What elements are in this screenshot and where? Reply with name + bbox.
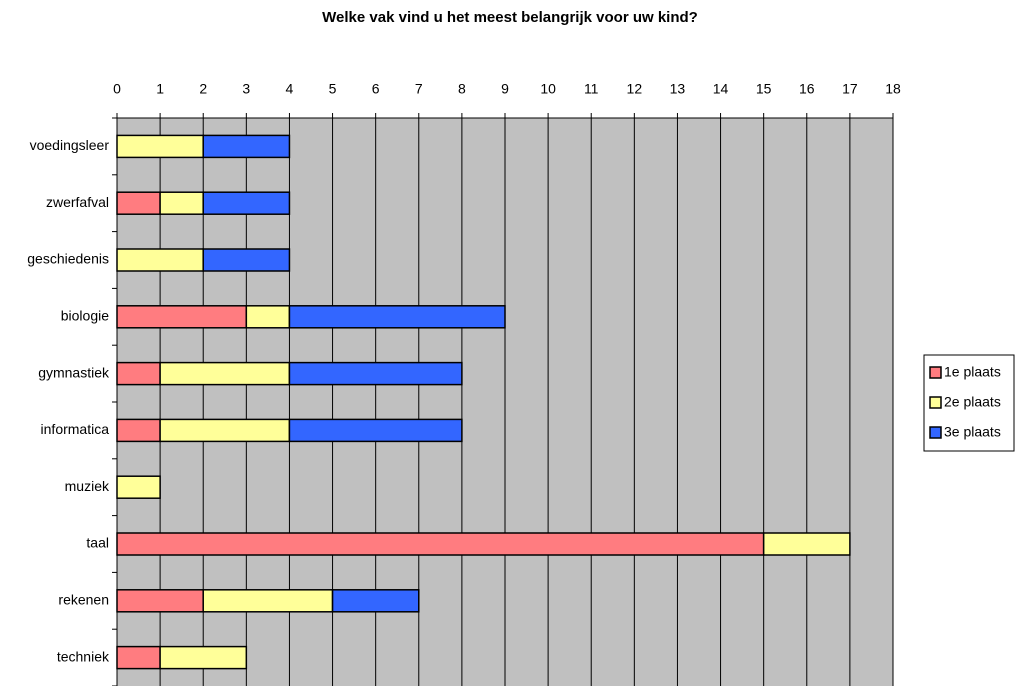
- bar-segment: [116, 134, 204, 159]
- bar-segment: [202, 134, 291, 159]
- x-tick-label: 7: [415, 81, 423, 97]
- bar-segment: [116, 305, 248, 329]
- x-tick-label: 15: [756, 81, 772, 97]
- bar-segment: [762, 532, 851, 556]
- x-tick-label: 16: [799, 81, 815, 97]
- bar-segment: [288, 418, 463, 443]
- x-tick-label: 13: [670, 81, 686, 97]
- bar-segment: [116, 532, 765, 556]
- legend-swatch: [929, 426, 942, 439]
- x-tick-label: 3: [242, 81, 250, 97]
- bar-segment: [159, 361, 291, 386]
- y-tick-label: informatica: [41, 421, 110, 437]
- x-tick-label: 6: [372, 81, 380, 97]
- bar-segment: [159, 645, 248, 670]
- bar-segment: [288, 361, 463, 386]
- x-tick-label: 11: [584, 81, 599, 97]
- y-tick-label: gymnastiek: [38, 364, 110, 380]
- x-tick-label: 9: [501, 81, 509, 97]
- bar-segment: [116, 589, 204, 613]
- bar-segment: [202, 589, 334, 613]
- chart-title: Welke vak vind u het meest belangrijk vo…: [322, 9, 698, 26]
- x-tick-label: 12: [627, 81, 643, 97]
- y-tick-label: rekenen: [58, 592, 109, 608]
- x-tick-label: 17: [842, 81, 858, 97]
- y-tick-label: zwerfafval: [46, 194, 109, 210]
- bar-segment: [116, 645, 161, 670]
- legend-swatch: [929, 366, 942, 379]
- y-tick-label: taal: [86, 535, 109, 551]
- bar-segment: [245, 305, 291, 329]
- x-tick-label: 18: [885, 81, 901, 97]
- x-tick-label: 0: [113, 81, 121, 97]
- bar-segment: [116, 248, 204, 272]
- bar-segment: [202, 248, 291, 272]
- bar-segment: [116, 418, 161, 443]
- y-tick-label: techniek: [57, 648, 110, 664]
- bar-segment: [288, 305, 506, 329]
- bar-segment: [116, 475, 161, 499]
- bar-segment: [159, 418, 291, 443]
- x-tick-label: 8: [458, 81, 466, 97]
- bar-segment: [116, 361, 161, 386]
- legend-label: 3e plaats: [944, 424, 1001, 440]
- bar-segment: [331, 589, 420, 613]
- y-tick-label: muziek: [65, 478, 110, 494]
- bar-segment: [116, 191, 161, 215]
- legend-label: 2e plaats: [944, 394, 1001, 410]
- x-tick-label: 5: [329, 81, 337, 97]
- y-tick-label: voedingsleer: [30, 137, 110, 153]
- x-tick-label: 2: [199, 81, 207, 97]
- x-tick-label: 10: [540, 81, 556, 97]
- bar-segment: [202, 191, 291, 215]
- legend-swatch: [929, 396, 942, 409]
- y-tick-label: geschiedenis: [27, 251, 109, 267]
- bar-segment: [159, 191, 204, 215]
- x-tick-label: 14: [713, 81, 729, 97]
- x-tick-label: 1: [156, 81, 164, 97]
- legend-label: 1e plaats: [944, 364, 1001, 380]
- x-tick-label: 4: [286, 81, 294, 97]
- y-tick-label: biologie: [61, 308, 109, 324]
